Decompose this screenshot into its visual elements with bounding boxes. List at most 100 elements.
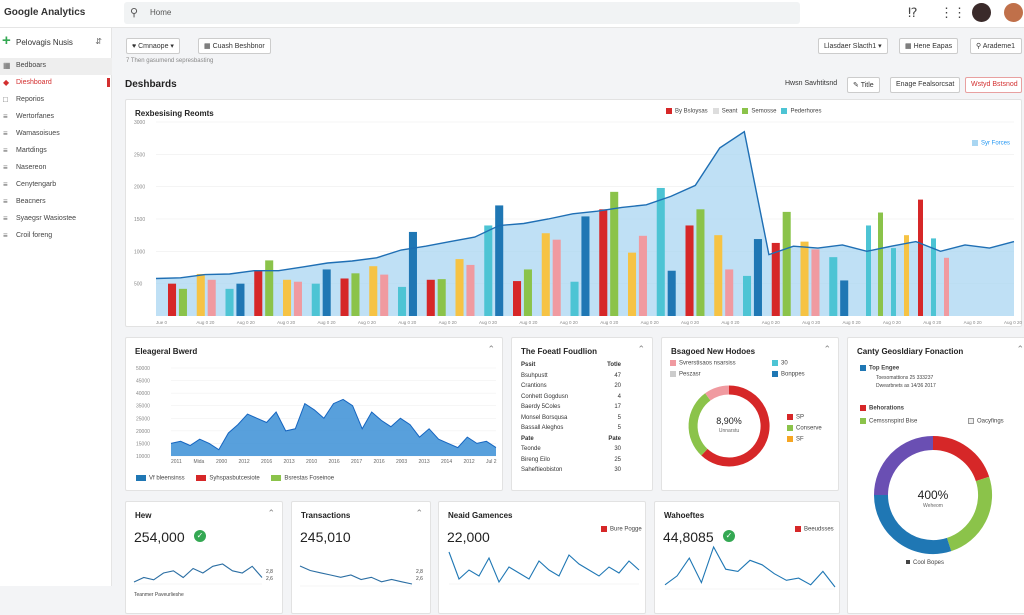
bar [667,270,676,316]
bar [196,273,205,316]
bar [513,281,522,316]
legend-swatch-green [742,108,749,114]
main-chart-card: Rexbesising Reomts By Bsloysas Seant Sem… [125,99,1023,327]
area-chart-card: Eleageral Bwerd ⌃ 50000 45000 40000 35000 25… [125,337,503,491]
legend-label: 30 [781,360,788,367]
sidebar-item-6[interactable]: ≡ Martdings [0,143,112,160]
sidebar-item-11[interactable]: ≡ Croil foreng [0,228,112,245]
share-button[interactable]: ▦ Hene Eapas [899,38,959,54]
collapse-icon[interactable]: ⌃ [487,344,495,354]
col-header: Pate [608,435,621,442]
legend-label: Peszasr [679,371,701,378]
bar [552,239,561,316]
calendar-icon: ▦ [204,43,213,50]
collapse-icon[interactable]: ⌃ [637,344,645,354]
y-tick-label: 50000 [136,366,150,372]
sidebar-item-5[interactable]: ≡ Wamasoisues [0,126,112,143]
legend-swatch-gray [670,371,676,377]
help-icon[interactable]: ⁉ [908,5,918,20]
collapse-icon[interactable]: ⌃ [823,344,831,354]
legend-label: Beeudsses [804,526,834,533]
cell: 5 [617,425,621,431]
x-tick-label: Aug 0 20 [641,320,660,325]
table-row: Teonde 30 [521,446,621,457]
bar [638,235,647,316]
compare-button[interactable]: ▦ Cuash Beshbnor [198,38,271,54]
donut1-center-sub: Unnarstu [718,428,740,434]
x-tick-label: 2003 [396,459,407,465]
sidebar-item-dashboard[interactable]: ◆ Dieshboard [0,75,112,92]
kpi-card-1: Hew ⌃ 254,000 ✓ 2,8 2,6 Teanmer Paveurli… [125,501,283,614]
sidebar-item-label: Wamasoisues [16,130,60,137]
bar [696,209,705,316]
collapse-icon[interactable]: ⌃ [415,508,423,518]
check-icon: ✓ [723,530,735,542]
main-legend: By Bsloysas Seant Semosse Pederhores [666,108,821,115]
sidebar-item-bedboars[interactable]: ▦ Bedboars [0,58,112,75]
bar [829,257,838,316]
cell: Saheftieobiston [521,467,563,473]
y-tick-label: 2500 [134,152,145,158]
donut2-legend-7: Cool Bopes [906,560,944,566]
x-tick-label: Aug 0 20 [519,320,538,325]
new-dashboard-button[interactable]: Hwsn Savhtitsnd [785,80,838,87]
x-tick-label: Aug 0 20 [842,320,861,325]
legend-label: Cool Bopes [913,560,945,566]
donut2-legend-1: Top Engee [860,365,899,372]
legend-swatch-red [601,526,607,532]
legend-swatch-pink [670,360,676,366]
sidebar-item-9[interactable]: ≡ Beacners [0,194,112,211]
legend-swatch-blue [860,365,866,371]
list-icon: ≡ [3,180,8,189]
title-button[interactable]: ✎ Title [847,77,880,93]
kpi-card-3: Neaid Gamences Bure Pogge 22,000 [438,501,646,614]
grid-icon: ▦ [3,61,11,70]
bar [408,231,417,316]
table-row: Bsuhpustt 47 [521,373,621,384]
list-icon: ≡ [3,112,8,121]
sidebar-item-label: Syaegsr Wasiostee [16,215,77,222]
sidebar-item-reports[interactable]: □ Reporios [0,92,112,109]
legend-swatch-orange [787,436,793,442]
y-tick-label: 15000 [136,441,150,447]
pin-icon: ⚲ [976,43,983,50]
red-action-button[interactable]: Wstyd Bstsnod [965,77,1022,93]
kpi4-value: 44,8085 [663,529,714,545]
avatar[interactable] [972,3,991,22]
sidebar-item-8[interactable]: ≡ Cenytengarb [0,177,112,194]
x-tick-label: 2016 [374,459,385,465]
donut1-legend-2: Peszasr [670,371,701,378]
property-selector[interactable]: + Pelovagis Nusis ⇵ [0,30,112,54]
kpi2-axis-1: 2,8 [416,569,423,575]
sidebar-item-label: Reporios [16,96,45,103]
bar [322,269,331,316]
academy-button[interactable]: ⚲ Arademe1 [970,38,1022,54]
chevron-updown-icon: ⇵ [95,37,102,46]
kpi4-legend: Beeudsses [795,526,834,533]
table-header: Pssit Totle [521,362,621,373]
sidebar-item-10[interactable]: ≡ Syaegsr Wasiostee [0,211,112,228]
filter-button[interactable]: Llasdaer Slacth1 ▾ [818,38,888,54]
table-row: Bassall Aleghos 5 [521,425,621,436]
bar [541,233,550,316]
twitter-button[interactable]: ♥ Cmnaope ▾ [126,38,180,54]
apps-icon[interactable]: ⋮⋮ [940,5,966,20]
search-input[interactable]: ⚲ Home [124,2,800,24]
title-label: Title [860,82,874,89]
table-card: The Foeatl Foudlion ⌃ Pssit Totle Bsuhpus… [511,337,653,491]
bar [455,259,464,316]
donut1-legend-6: Conserve [787,425,822,432]
bar [466,264,475,316]
property-label: Pelovagis Nusis [16,38,73,47]
collapse-icon[interactable]: ⌃ [1016,344,1024,354]
x-tick-label: Jue 0 [156,320,168,325]
table-row: Baerdy 5Coles 17 [521,404,621,415]
bar [878,212,883,316]
feature-button[interactable]: Enage Fealsorcsat [890,77,961,93]
collapse-icon[interactable]: ⌃ [267,508,275,518]
sidebar-item-7[interactable]: ≡ Nasereon [0,160,112,177]
legend-label: SP [796,414,805,421]
bar [437,279,446,316]
sidebar-item-4[interactable]: ≡ Wertorfanes [0,109,112,126]
avatar-secondary[interactable] [1004,3,1023,22]
